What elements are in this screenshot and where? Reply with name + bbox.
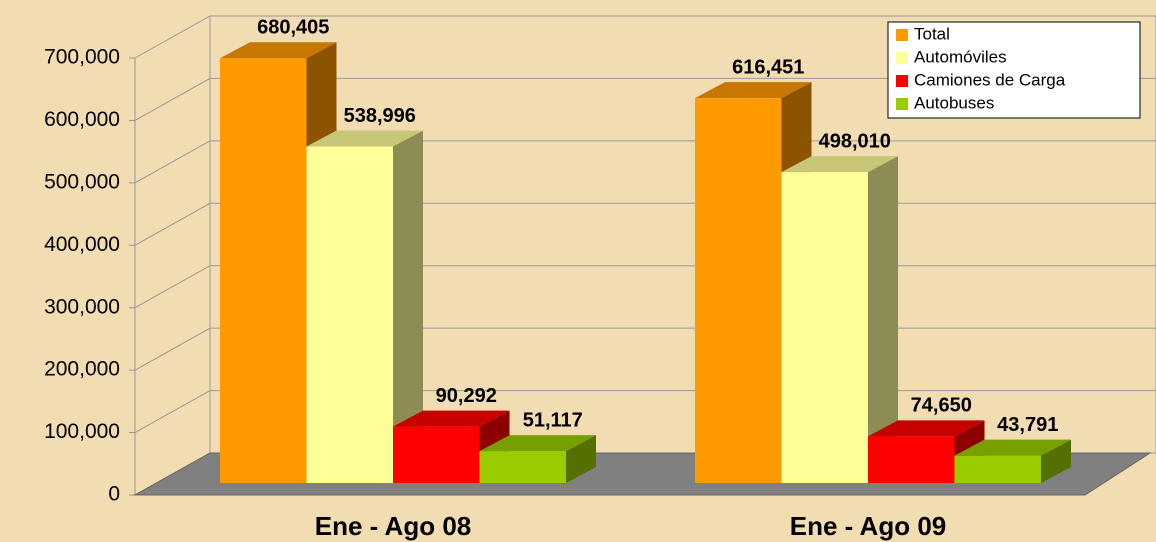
legend-box bbox=[887, 21, 1141, 119]
bar-top bbox=[393, 410, 510, 427]
bar bbox=[781, 172, 868, 483]
legend-swatch bbox=[896, 29, 908, 41]
bar bbox=[306, 146, 393, 483]
value-label: 90,292 bbox=[436, 385, 497, 407]
bar bbox=[479, 451, 566, 483]
y-tick-label: 700,000 bbox=[44, 46, 120, 69]
bar bbox=[954, 455, 1041, 483]
bar bbox=[393, 426, 480, 483]
legend-label: Autobuses bbox=[914, 93, 994, 112]
bar-top bbox=[695, 82, 812, 99]
bar-top bbox=[868, 420, 985, 437]
bar bbox=[220, 58, 307, 483]
legend-swatch bbox=[896, 75, 908, 87]
y-tick-label: 400,000 bbox=[44, 233, 120, 256]
bar-side bbox=[1041, 439, 1071, 483]
bar-side bbox=[393, 130, 423, 483]
value-label: 616,451 bbox=[732, 56, 804, 78]
bar-top bbox=[954, 439, 1071, 456]
legend-label: Automóviles bbox=[914, 47, 1007, 66]
grid-line bbox=[134, 77, 1156, 121]
x-tick-label: Ene - Ago 08 bbox=[315, 511, 472, 541]
legend-swatch bbox=[896, 98, 908, 110]
grid-line bbox=[134, 15, 1156, 59]
bar bbox=[868, 436, 955, 483]
y-tick-label: 500,000 bbox=[44, 170, 120, 193]
bar-top bbox=[479, 435, 596, 452]
bar-side bbox=[868, 156, 898, 483]
y-tick-label: 0 bbox=[108, 483, 120, 506]
y-tick-label: 300,000 bbox=[44, 295, 120, 318]
bar-top bbox=[781, 156, 898, 173]
grid-line bbox=[134, 140, 1156, 184]
bar-top bbox=[220, 42, 337, 59]
value-label: 680,405 bbox=[257, 17, 329, 39]
y-tick-label: 100,000 bbox=[44, 420, 120, 443]
x-tick-label: Ene - Ago 09 bbox=[790, 511, 947, 541]
y-tick-label: 600,000 bbox=[44, 108, 120, 131]
value-label: 51,117 bbox=[523, 409, 583, 431]
value-label: 538,996 bbox=[344, 105, 416, 127]
legend-swatch bbox=[896, 52, 908, 64]
bar bbox=[695, 98, 782, 483]
value-label: 43,791 bbox=[997, 414, 1058, 436]
legend-label: Camiones de Carga bbox=[914, 70, 1066, 89]
y-tick-label: 200,000 bbox=[44, 358, 120, 381]
value-label: 74,650 bbox=[911, 395, 972, 417]
bar-side bbox=[566, 435, 596, 483]
legend-label: Total bbox=[914, 24, 950, 43]
bar-top bbox=[306, 130, 423, 147]
value-label: 498,010 bbox=[819, 130, 891, 152]
